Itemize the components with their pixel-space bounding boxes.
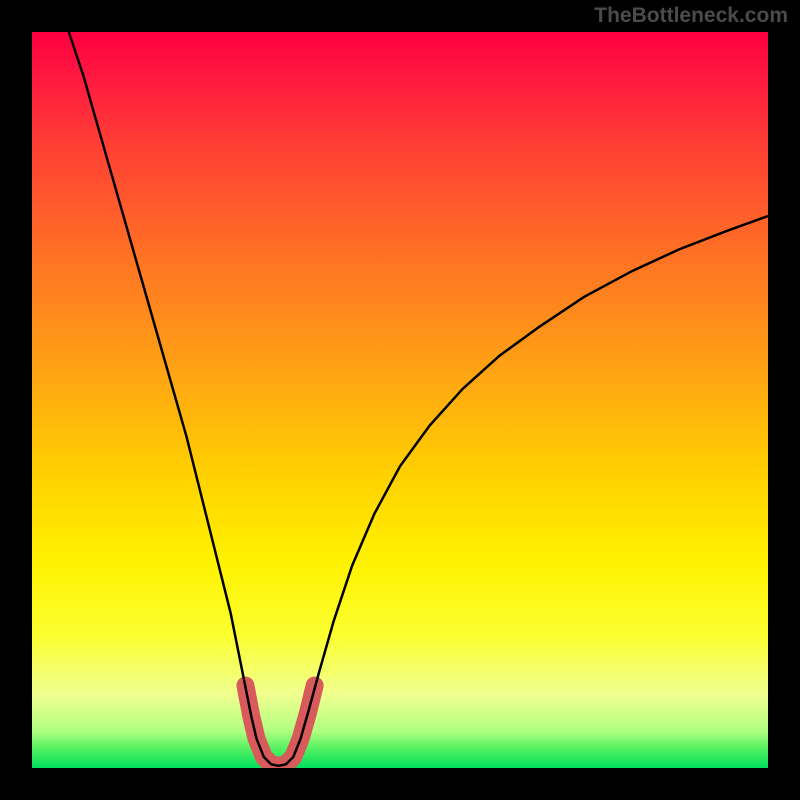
- attribution-label: TheBottleneck.com: [594, 4, 788, 28]
- plot-area: [32, 32, 768, 768]
- plot-svg: [32, 32, 768, 768]
- figure-root: TheBottleneck.com: [0, 0, 800, 800]
- main-curve: [69, 32, 768, 766]
